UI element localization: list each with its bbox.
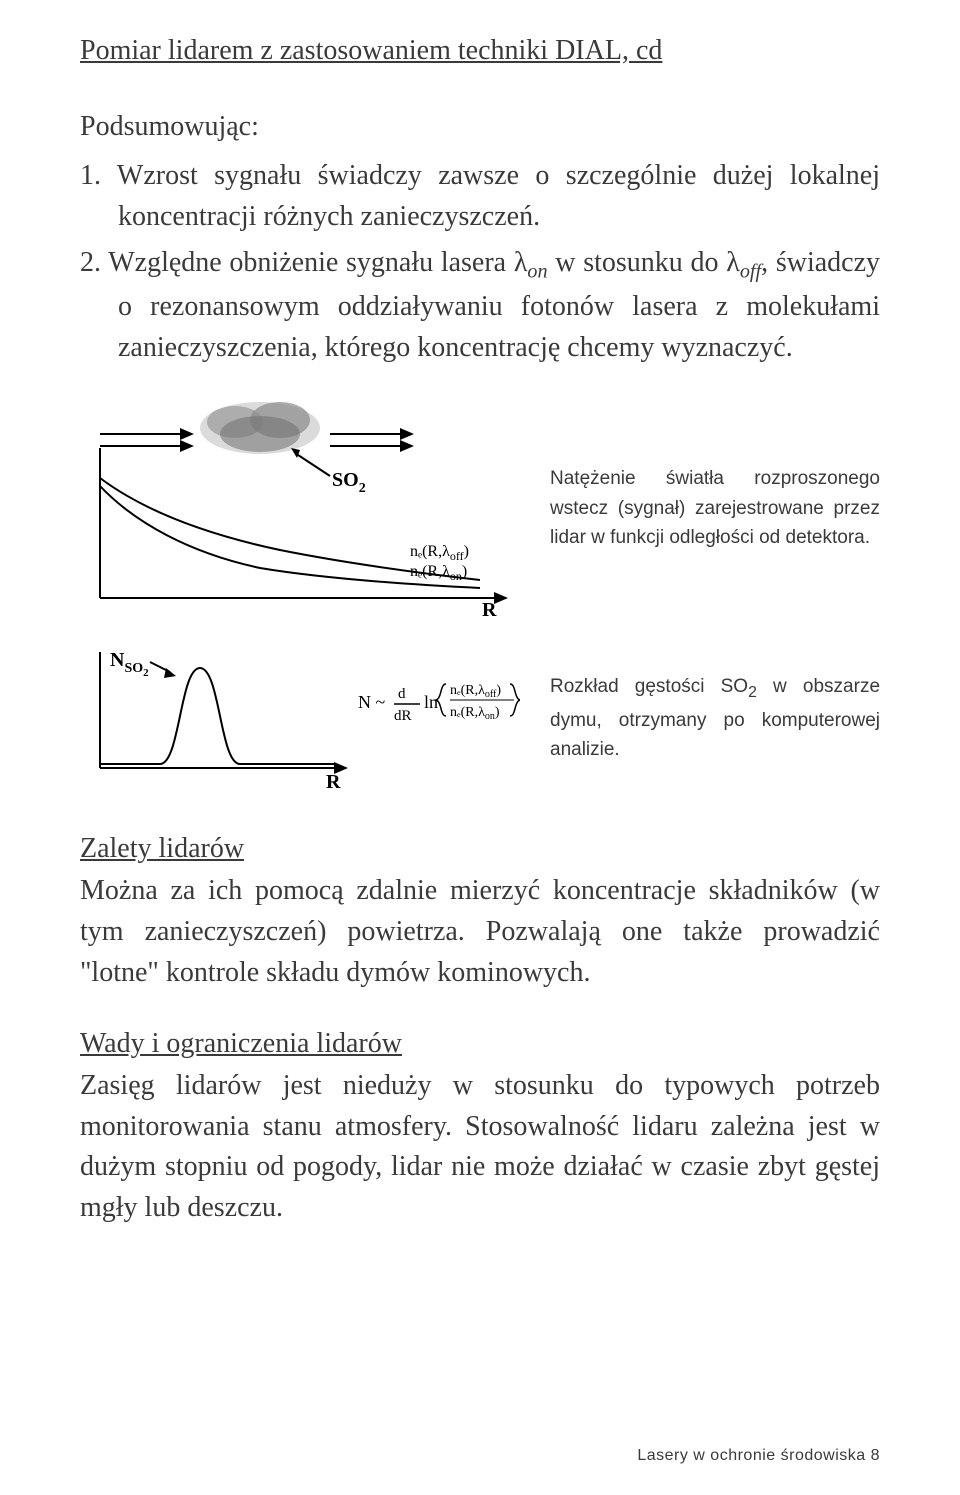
chart-2: NSO2 R N ~ d dR ln [80, 638, 520, 798]
points-list: Wzrost sygnału świadczy zawsze o szczegó… [80, 156, 880, 368]
page-footer: Lasery w ochronie środowiska 8 [637, 1447, 880, 1465]
svg-text:nₑ(R,λoff): nₑ(R,λoff) [450, 683, 501, 700]
x-axis-label-2: R [326, 771, 341, 793]
figure-1: SO2 nₑ(R,λoff) nₑ(R,λon) R Natężenie świ… [80, 398, 880, 618]
section-zalety-body: Można za ich pomocą zdalnie mierzyć konc… [80, 871, 880, 993]
lambda-on: λ [514, 247, 528, 278]
svg-text:dR: dR [394, 708, 412, 724]
lambda-on-sub: on [527, 261, 547, 283]
nso2-label: NSO2 [110, 649, 149, 679]
point-2: Względne obniżenie sygnału lasera λon w … [80, 243, 880, 368]
point-2-pre: Względne obniżenie sygnału lasera [108, 247, 514, 278]
x-axis-label-1: R [482, 599, 497, 618]
cloud-icon [200, 402, 320, 454]
svg-text:d: d [398, 686, 406, 702]
svg-text:ln: ln [424, 692, 438, 712]
ne-on-label: nₑ(R,λon) [410, 563, 467, 583]
point-2-mid: w stosunku do [548, 247, 727, 278]
point-1: Wzrost sygnału świadczy zawsze o szczegó… [80, 156, 880, 237]
page-title: Pomiar lidarem z zastosowaniem techniki … [80, 35, 880, 67]
section-wady-body: Zasięg lidarów jest nieduży w stosunku d… [80, 1066, 880, 1228]
summary-header: Podsumowując: [80, 107, 880, 146]
so2-label: SO2 [332, 469, 366, 496]
figure-1-caption: Natężenie światła rozproszonego wstecz (… [550, 464, 880, 552]
figure-2-caption: Rozkład gęstości SO2 w obszarze dymu, ot… [550, 672, 880, 764]
lambda-off-sub: off [740, 261, 761, 283]
section-wady-heading: Wady i ograniczenia lidarów [80, 1028, 880, 1060]
section-zalety-heading: Zalety lidarów [80, 833, 880, 865]
chart-1: SO2 nₑ(R,λoff) nₑ(R,λon) R [80, 398, 520, 618]
lambda-off: λ [726, 247, 740, 278]
figure-2: NSO2 R N ~ d dR ln [80, 638, 880, 798]
ne-off-label: nₑ(R,λoff) [410, 543, 469, 563]
svg-text:N ~: N ~ [358, 692, 385, 712]
formula: N ~ d dR ln nₑ(R,λoff) nₑ(R,λon) [358, 683, 520, 724]
svg-text:nₑ(R,λon): nₑ(R,λon) [450, 705, 500, 722]
